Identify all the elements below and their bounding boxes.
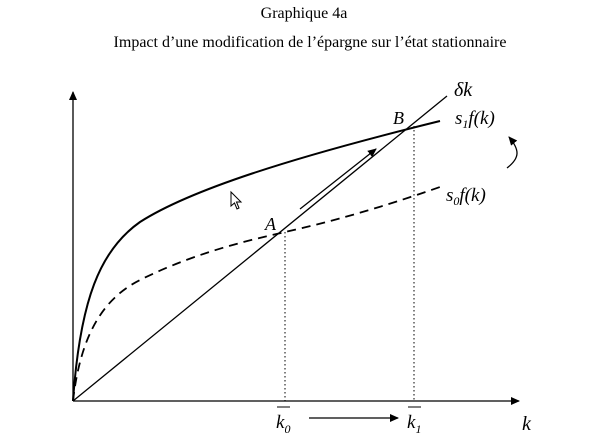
k1-subscript: 1 [415, 422, 421, 436]
s0-rest: f(k) [459, 185, 485, 206]
s1-savings-curve [72, 120, 441, 402]
curve-shift-arrow [506, 136, 518, 169]
svg-text:k1: k1 [407, 412, 421, 436]
k1-label: k1 [407, 406, 421, 436]
svg-text:k0: k0 [276, 412, 290, 436]
depreciation-line [72, 95, 448, 402]
s1-curve-label: s1f(k) [455, 108, 495, 131]
x-axis-label: k [522, 413, 532, 435]
s1-rest: f(k) [468, 108, 494, 129]
s0-coef: s [446, 185, 453, 206]
shift-arrow [299, 148, 377, 210]
k0-subscript: 0 [284, 422, 290, 436]
figure-subtitle: Impact d’une modification de l’épargne s… [114, 34, 507, 51]
s1-coef: s [455, 108, 462, 129]
point-a-label: A [264, 214, 277, 234]
figure-title: Graphique 4a [261, 5, 348, 22]
s1-subscript: 1 [462, 117, 468, 131]
point-b-label: B [393, 108, 404, 128]
k1-base: k [407, 412, 416, 433]
axes [69, 91, 520, 405]
s0-curve-label: s0f(k) [446, 185, 486, 208]
s0-subscript: 0 [453, 194, 459, 208]
k0-label: k0 [276, 406, 290, 436]
k0-base: k [276, 412, 285, 433]
cursor-arrow-icon [230, 190, 243, 210]
depreciation-label: δk [454, 79, 473, 101]
s0-savings-curve [72, 186, 441, 402]
